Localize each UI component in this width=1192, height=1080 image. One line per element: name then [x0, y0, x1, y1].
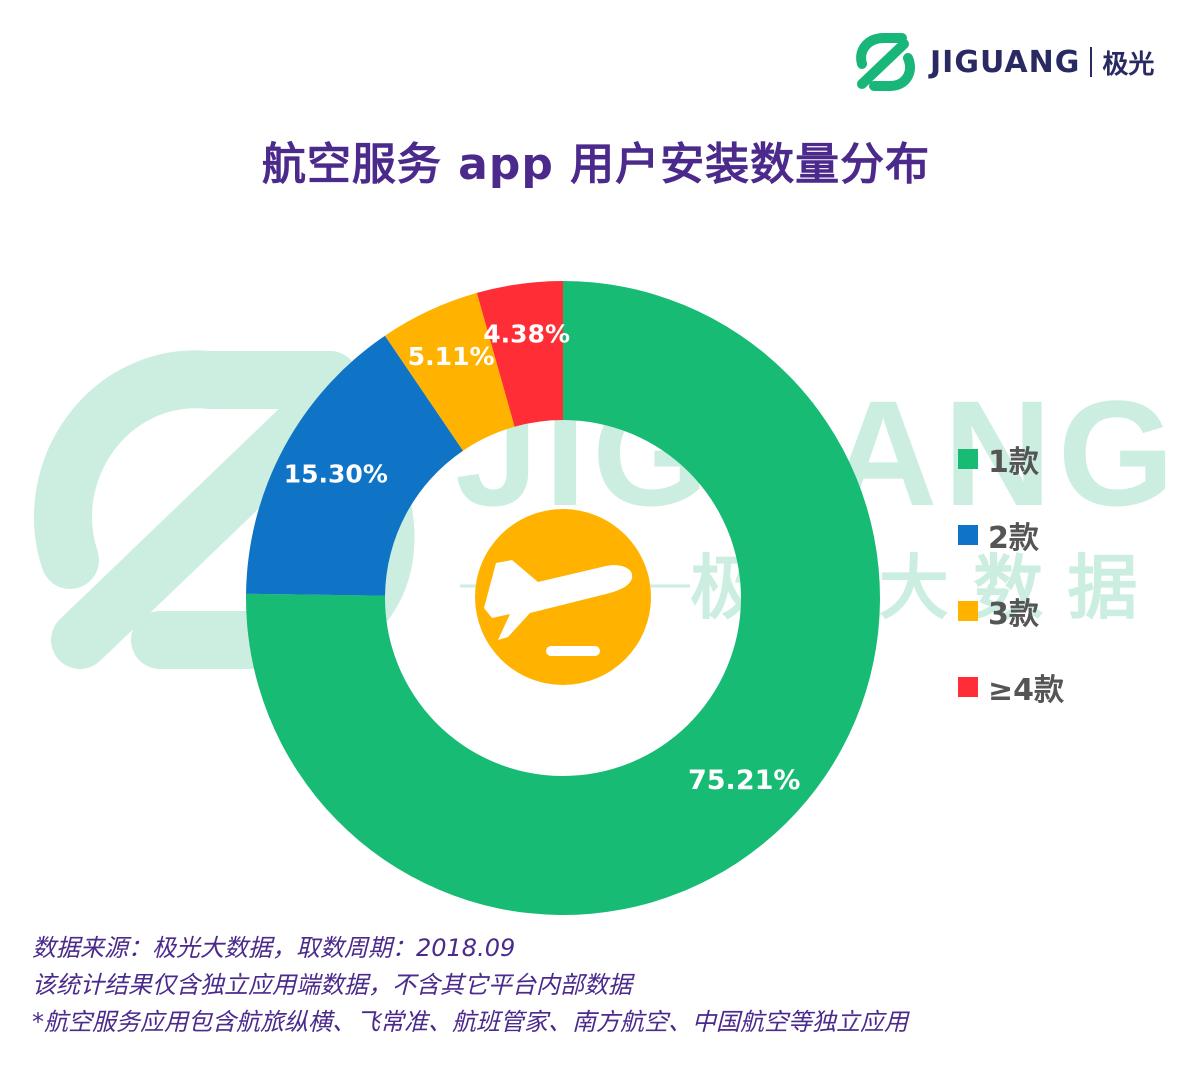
footnote-scope: 该统计结果仅含独立应用端数据，不含其它平台内部数据 — [32, 971, 632, 999]
logo-divider — [1090, 47, 1093, 77]
legend-item: 3款 — [958, 592, 1064, 632]
legend: 1款 2款 3款 ≥4款 — [958, 440, 1064, 744]
jiguang-logo: JIGUANG 极光 — [852, 30, 1154, 94]
slice-label: 15.30% — [284, 460, 388, 489]
footnotes: 数据来源：极光大数据，取数周期：2018.09 该统计结果仅含独立应用端数据，不… — [32, 930, 1172, 1041]
legend-label: ≥4款 — [988, 673, 1065, 708]
donut-slice — [384, 292, 515, 451]
legend-label: 1款 — [988, 445, 1039, 480]
footnote-apps: *航空服务应用包含航旅纵横、飞常准、航班管家、南方航空、中国航空等独立应用 — [32, 1008, 908, 1036]
footnote-source: 数据来源：极光大数据，取数周期：2018.09 — [32, 934, 516, 962]
legend-item: 1款 — [958, 440, 1064, 480]
logo-wordmark: JIGUANG — [930, 44, 1081, 80]
legend-item: 2款 — [958, 516, 1064, 556]
legend-swatch — [958, 525, 978, 545]
legend-label: 3款 — [988, 597, 1039, 632]
donut-slice — [476, 281, 563, 427]
slice-label: 5.11% — [408, 342, 495, 371]
legend-item: ≥4款 — [958, 668, 1065, 708]
chart-title: 航空服务 app 用户安装数量分布 — [261, 139, 931, 190]
donut-slice — [246, 281, 881, 915]
slice-label: 4.38% — [483, 320, 570, 349]
jiguang-logo-icon — [856, 33, 915, 91]
slice-label: 75.21% — [688, 765, 800, 796]
legend-swatch — [958, 677, 978, 697]
legend-swatch — [958, 601, 978, 621]
logo-wordmark-cn: 极光 — [1102, 49, 1155, 80]
donut-slice — [246, 335, 464, 596]
legend-label: 2款 — [988, 521, 1039, 556]
legend-swatch — [958, 449, 978, 469]
airplane-takeoff-icon — [475, 509, 651, 685]
